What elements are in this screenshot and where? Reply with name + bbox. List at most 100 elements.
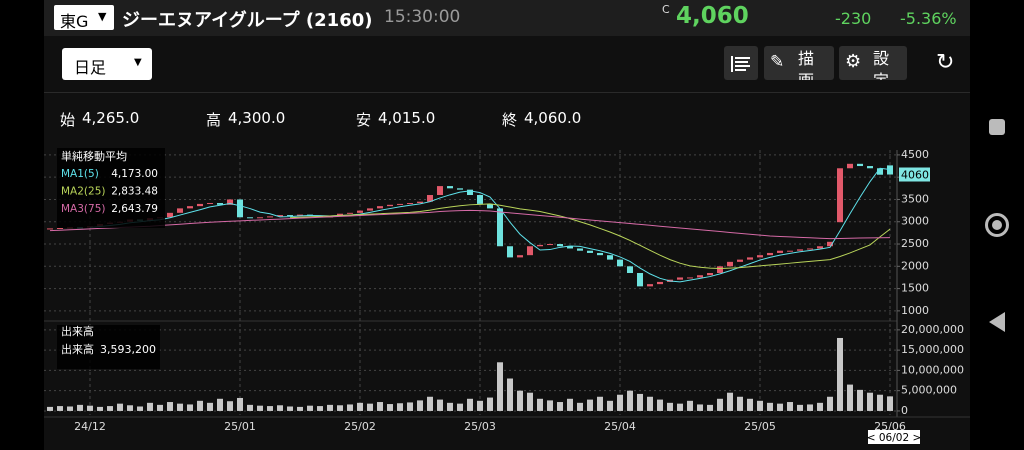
volume-bar bbox=[657, 399, 663, 411]
draw-button[interactable]: ✎ 描画 bbox=[764, 46, 834, 80]
nav-bar bbox=[970, 0, 1024, 450]
volume-tick-label: 15,000,000 bbox=[901, 343, 964, 356]
volume-bar bbox=[867, 392, 873, 411]
volume-bar bbox=[57, 406, 63, 411]
market: 東G bbox=[60, 12, 89, 31]
volume-bar bbox=[807, 404, 813, 411]
legend-name: MA1(5) bbox=[61, 168, 99, 180]
volume-bar bbox=[97, 406, 103, 411]
candle bbox=[687, 277, 693, 279]
legend-value: 4,173.00 bbox=[111, 168, 158, 180]
market-select[interactable]: 東G ▼ bbox=[54, 5, 114, 31]
change-pct: -5.36% bbox=[900, 9, 957, 28]
stat-value: 4,300.0 bbox=[228, 109, 286, 127]
candle bbox=[587, 250, 593, 253]
legend-box bbox=[57, 148, 165, 228]
candle bbox=[727, 261, 733, 267]
list-button[interactable] bbox=[724, 46, 758, 80]
refresh-button[interactable]: ↻ bbox=[936, 50, 955, 75]
volume-title: 出来高 bbox=[61, 324, 94, 338]
candle bbox=[817, 246, 823, 249]
volume-bar bbox=[777, 403, 783, 411]
volume-bar bbox=[707, 404, 713, 411]
candle bbox=[537, 244, 543, 247]
volume-bar bbox=[127, 405, 133, 411]
volume-bar bbox=[107, 406, 113, 411]
candle bbox=[787, 250, 793, 252]
candle bbox=[617, 259, 623, 267]
candle bbox=[187, 206, 193, 209]
volume-bar bbox=[77, 404, 83, 411]
candle bbox=[747, 257, 753, 260]
y-tick-label: 1500 bbox=[901, 282, 929, 295]
legend-title: 単純移動平均 bbox=[61, 149, 127, 163]
settings-button[interactable]: ⚙ 設定 bbox=[839, 46, 907, 80]
candle bbox=[647, 284, 653, 287]
x-tick-label: 24/12 bbox=[74, 420, 106, 433]
candle bbox=[527, 246, 533, 256]
candle bbox=[717, 266, 723, 273]
volume-bar bbox=[467, 398, 473, 411]
stat-label: 始 bbox=[60, 111, 76, 129]
candle bbox=[47, 228, 53, 230]
candle bbox=[467, 189, 473, 196]
candle bbox=[607, 255, 613, 260]
y-tick-label: 3500 bbox=[901, 192, 929, 205]
volume-bar bbox=[277, 405, 283, 411]
nav-home[interactable] bbox=[985, 213, 1009, 237]
stat-value: 4,060.0 bbox=[524, 109, 582, 127]
legend-value: 2,833.48 bbox=[111, 186, 158, 198]
price: 4,060 bbox=[676, 3, 749, 29]
volume-bar bbox=[337, 405, 343, 411]
volume-bar bbox=[197, 400, 203, 411]
volume-bar bbox=[237, 397, 243, 411]
dropdown-icon: ▼ bbox=[98, 10, 107, 23]
period-select[interactable]: 日足 ▼ bbox=[62, 48, 152, 80]
stat-label: 安 bbox=[356, 111, 372, 129]
volume-bar bbox=[367, 403, 373, 411]
candle bbox=[557, 244, 563, 247]
gear-icon: ⚙ bbox=[845, 51, 862, 72]
settings-label: 設定 bbox=[873, 49, 890, 80]
volume-bar bbox=[417, 400, 423, 411]
volume-bar bbox=[627, 390, 633, 411]
x-tick-label: 25/01 bbox=[224, 420, 256, 433]
volume-bar bbox=[437, 399, 443, 411]
volume-bar bbox=[597, 396, 603, 411]
volume-bar bbox=[317, 406, 323, 411]
y-tick-label: 3000 bbox=[901, 215, 929, 228]
stock-name: ジーエヌアイグループ (2160) bbox=[122, 10, 373, 31]
stat-value: 4,265.0 bbox=[82, 109, 140, 127]
candle bbox=[567, 246, 573, 249]
volume-bar bbox=[857, 389, 863, 411]
candle bbox=[517, 255, 523, 258]
volume-bar bbox=[727, 392, 733, 411]
volume-bar bbox=[647, 396, 653, 411]
volume-bar bbox=[187, 404, 193, 411]
nav-back[interactable] bbox=[989, 312, 1005, 332]
volume-bar bbox=[47, 406, 53, 411]
change: -230 bbox=[835, 9, 872, 28]
volume-bar bbox=[227, 401, 233, 411]
candle bbox=[677, 277, 683, 280]
candle bbox=[227, 199, 233, 205]
volume-bar bbox=[407, 402, 413, 411]
volume-bar bbox=[67, 406, 73, 411]
volume-tick-label: 0 bbox=[901, 404, 908, 417]
candle bbox=[167, 212, 173, 218]
y-tick-label: 1000 bbox=[901, 304, 929, 317]
candle bbox=[827, 241, 833, 247]
app: 東G ▼ ジーエヌアイグループ (2160) 15:30:00 C 4,060 … bbox=[44, 0, 970, 450]
nav-recent[interactable] bbox=[989, 119, 1005, 135]
chart: 1000150020002500300035004000450005,000,0… bbox=[44, 148, 970, 444]
candle bbox=[457, 188, 463, 190]
draw-label: 描画 bbox=[798, 49, 815, 80]
candle bbox=[207, 203, 213, 205]
candle bbox=[297, 214, 303, 216]
candle bbox=[767, 252, 773, 256]
candle bbox=[877, 168, 883, 175]
volume-bar bbox=[587, 399, 593, 411]
x-tick-label: 25/03 bbox=[464, 420, 496, 433]
ma-line bbox=[49, 209, 891, 240]
